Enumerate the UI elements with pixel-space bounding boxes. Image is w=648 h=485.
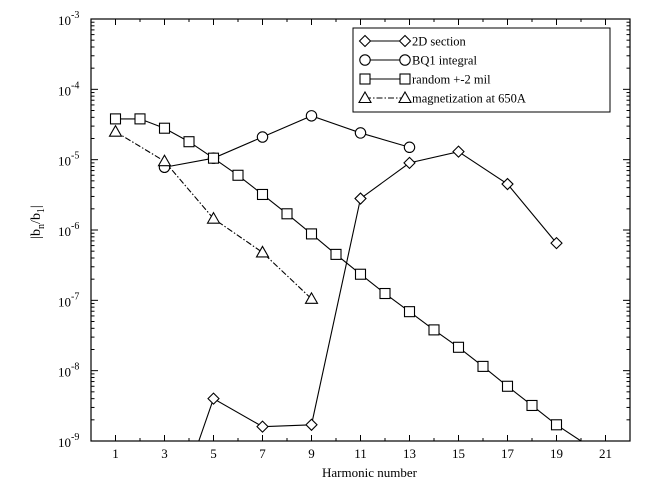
- point-square: [452, 341, 465, 353]
- legend-marker-triangle: [398, 90, 412, 104]
- legend-box: [352, 27, 611, 113]
- legend-label-circle: BQ1 integral: [412, 54, 477, 68]
- point-diamond: [452, 145, 465, 158]
- point-triangle: [108, 124, 123, 137]
- point-diamond: [256, 420, 269, 433]
- point-triangle: [304, 291, 319, 304]
- point-circle: [403, 141, 416, 154]
- x-tick-label: 13: [403, 446, 416, 461]
- legend-marker-diamond: [358, 34, 372, 48]
- y-tick-label: 10-9: [58, 432, 79, 450]
- x-tick-label: 1: [112, 446, 119, 461]
- series-line-triangle: [115, 131, 312, 300]
- point-square: [477, 360, 489, 372]
- point-triangle: [157, 154, 172, 167]
- point-square: [207, 152, 220, 164]
- y-tick-label: 10-7: [58, 291, 79, 309]
- y-tick-label: 10-8: [58, 362, 79, 380]
- series-layer: [108, 110, 582, 441]
- point-diamond: [305, 418, 318, 432]
- legend-marker-square: [359, 73, 371, 85]
- point-square: [281, 208, 293, 220]
- point-square: [403, 306, 416, 318]
- legend-marker-diamond: [398, 34, 412, 48]
- series-square: [109, 113, 582, 441]
- point-square: [428, 324, 440, 336]
- point-diamond: [550, 236, 563, 250]
- legend-marker-circle: [399, 54, 411, 66]
- series-diamond: [198, 145, 563, 441]
- x-tick-label: 11: [354, 446, 367, 461]
- series-circle: [158, 110, 416, 174]
- legend-label-triangle: magnetization at 650A: [412, 92, 526, 106]
- point-diamond: [354, 192, 367, 205]
- point-square: [305, 228, 318, 240]
- x-axis-title: Harmonic number: [322, 465, 418, 480]
- point-square: [183, 136, 195, 148]
- x-tick-label: 15: [452, 446, 465, 461]
- x-tick-label: 5: [210, 446, 217, 461]
- point-circle: [256, 131, 269, 143]
- point-square: [158, 122, 171, 134]
- x-tick-label: 21: [599, 446, 612, 461]
- x-tick-label: 17: [501, 446, 515, 461]
- point-triangle: [206, 211, 221, 224]
- series-line-diamond: [198, 151, 557, 441]
- x-tick-label: 9: [308, 446, 315, 461]
- legend-label-diamond: 2D section: [412, 35, 467, 49]
- x-tick-label: 7: [259, 446, 266, 461]
- legend-marker-circle: [359, 54, 371, 66]
- series-line-square: [115, 118, 582, 441]
- series-triangle: [108, 124, 319, 304]
- point-diamond: [403, 156, 416, 170]
- series-line-circle: [164, 115, 410, 168]
- x-tick-label: 3: [161, 446, 168, 461]
- axes-layer: 1 3 5 7 9 11 13 15 17 19 2110-310-410-510-610-710-…: [29, 10, 631, 480]
- point-square: [256, 188, 269, 201]
- legend-marker-square: [399, 73, 411, 85]
- point-square: [134, 113, 146, 125]
- y-axis-title: |bn/b1|: [29, 205, 47, 239]
- y-tick-label: 10-6: [58, 221, 79, 239]
- y-tick-label: 10-5: [58, 151, 79, 169]
- y-tick-label: 10-4: [58, 80, 79, 98]
- point-square: [526, 399, 538, 412]
- point-square: [379, 287, 391, 300]
- point-circle: [305, 110, 318, 122]
- point-square: [501, 380, 514, 392]
- point-square: [550, 419, 563, 431]
- legend-label-square: random +-2 mil: [412, 73, 491, 87]
- point-square: [109, 113, 122, 125]
- point-circle: [354, 127, 367, 139]
- y-tick-label: 10-3: [58, 10, 79, 28]
- point-diamond: [501, 177, 514, 191]
- point-diamond: [207, 392, 220, 405]
- legend-marker-triangle: [358, 90, 372, 104]
- point-square: [330, 248, 342, 260]
- point-triangle: [255, 245, 270, 258]
- legend: 2D section BQ1 integral random +-2 mil magn…: [352, 27, 611, 113]
- point-square: [354, 268, 367, 280]
- point-square: [232, 169, 244, 181]
- x-tick-label: 19: [550, 446, 563, 461]
